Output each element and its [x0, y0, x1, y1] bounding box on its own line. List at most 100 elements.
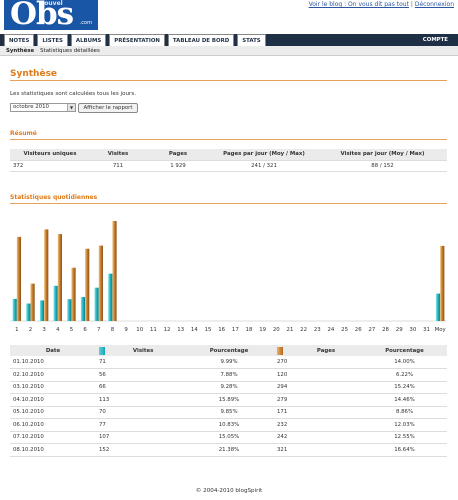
- page-title: Synthèse: [10, 69, 58, 79]
- x-tick-label-25: 25: [341, 327, 348, 333]
- row-visits-percent: 9.85%: [184, 406, 274, 419]
- row-date: 06.10.2010: [10, 418, 96, 432]
- row-visits: 66: [96, 381, 184, 394]
- pages-bar-3: [44, 229, 49, 321]
- stats-description: Les statistiques sont calculées tous les…: [10, 91, 137, 97]
- row-pages-percent: 14.46%: [362, 393, 447, 407]
- pages-bar-2: [30, 283, 35, 321]
- tab-stats[interactable]: STATS: [237, 34, 266, 46]
- daily-col-pages-percent: Pourcentage: [362, 345, 447, 356]
- row-visits-percent: 9.28%: [184, 381, 274, 394]
- daily-header-row: Date Visites Pourcentage Pages Pourcenta…: [10, 345, 447, 356]
- row-visits: 107: [96, 431, 184, 444]
- table-row: 04.10.2010 113 15.89% 279 14.46%: [10, 393, 447, 407]
- pages-bar-4: [57, 234, 62, 321]
- visits-bar-6: [80, 297, 86, 321]
- x-tick-label-21: 21: [287, 327, 294, 333]
- daily-col-visits-label: Visites: [132, 348, 154, 354]
- view-blog-link[interactable]: Voir le blog : On vous dit pas tout: [308, 1, 409, 8]
- month-select[interactable]: octobre 2010 ▼: [10, 103, 76, 112]
- x-tick-label-19: 19: [259, 327, 266, 333]
- row-visits: 113: [96, 393, 184, 407]
- x-tick-label-31: 31: [423, 327, 430, 333]
- row-date: 02.10.2010: [10, 368, 96, 382]
- visits-bar-4: [53, 285, 58, 321]
- daily-stats-chart: 1 2 3 4 5 6 7 8 9 10 11 12 13 14 15 16 17 18 19 20 21 22 23 24 2…: [10, 221, 447, 333]
- daily-col-pages: Pages: [274, 345, 362, 356]
- x-tick-label-1: 1: [15, 327, 18, 333]
- x-tick-label-2: 2: [29, 327, 32, 333]
- row-visits: 77: [96, 418, 184, 432]
- title-rule: [10, 80, 447, 81]
- visits-bar-1: [12, 298, 17, 321]
- pages-color-swatch: [277, 346, 283, 355]
- daily-col-visits-percent: Pourcentage: [184, 345, 274, 356]
- chart-tick-labels: 1 2 3 4 5 6 7 8 9 10 11 12 13 14 15 16 17 18 19 20 21 22 23 24 2…: [15, 327, 446, 333]
- summary-visits-per-day: 88 / 152: [318, 160, 447, 172]
- x-tick-label-8: 8: [111, 327, 115, 333]
- row-date: 04.10.2010: [10, 393, 96, 407]
- tab-listes[interactable]: LISTES: [37, 34, 68, 46]
- row-visits-percent: 7.88%: [184, 368, 274, 382]
- row-pages-percent: 6.22%: [362, 368, 447, 382]
- x-tick-label-16: 16: [218, 327, 225, 333]
- daily-col-visits: Visites: [96, 345, 184, 356]
- x-tick-label-30: 30: [409, 327, 416, 333]
- daily-col-date: Date: [10, 345, 96, 356]
- chevron-down-icon[interactable]: ▼: [67, 104, 75, 111]
- x-tick-label-4: 4: [56, 327, 60, 333]
- summary-heading: Résumé: [10, 130, 37, 137]
- row-pages-percent: 16.64%: [362, 443, 447, 457]
- tab-dashboard[interactable]: TABLEAU DE BORD: [167, 34, 235, 46]
- row-visits: 56: [96, 368, 184, 382]
- x-tick-label-28: 28: [382, 327, 389, 333]
- summary-col-unique-visitors: Visiteurs uniques: [10, 149, 90, 161]
- row-visits-percent: 21.38%: [184, 443, 274, 457]
- row-date: 01.10.2010: [10, 356, 96, 369]
- table-row: 01.10.2010 71 9.99% 270 14.00%: [10, 356, 447, 369]
- x-tick-label-7: 7: [97, 327, 100, 333]
- account-link[interactable]: COMPTE: [422, 37, 448, 43]
- pages-bar-5: [71, 267, 76, 321]
- visits-bar-3: [39, 300, 45, 321]
- month-select-value: octobre 2010: [13, 104, 49, 110]
- x-tick-label-17: 17: [232, 327, 239, 333]
- row-pages-percent: 14.00%: [362, 356, 447, 369]
- table-row: 02.10.2010 56 7.88% 120 6.22%: [10, 368, 447, 382]
- row-pages: 294: [274, 381, 362, 394]
- row-pages: 321: [274, 443, 362, 457]
- pages-bar-8: [112, 221, 117, 321]
- x-tick-label-22: 22: [300, 327, 307, 333]
- top-links: Voir le blog : On vous dit pas tout | Dé…: [309, 1, 454, 8]
- row-visits-percent: 15.05%: [184, 431, 274, 444]
- x-tick-label-3: 3: [42, 327, 45, 333]
- subnav-detailed-stats[interactable]: Statistiques détaillées: [40, 48, 100, 54]
- row-pages-percent: 12.55%: [362, 431, 447, 444]
- summary-unique-visitors: 372: [10, 160, 90, 172]
- row-pages: 232: [274, 418, 362, 432]
- row-visits: 70: [96, 406, 184, 419]
- chart-bars: [12, 221, 445, 321]
- row-pages-percent: 8.86%: [362, 406, 447, 419]
- summary-pages: 1 929: [146, 160, 210, 172]
- link-separator: |: [410, 1, 413, 8]
- obs-logo[interactable]: Obs nouvel .com: [4, 0, 98, 30]
- row-visits: 152: [96, 443, 184, 457]
- visits-color-swatch: [99, 346, 105, 355]
- show-report-button[interactable]: Afficher le rapport: [78, 103, 138, 113]
- table-row: 03.10.2010 66 9.28% 294 15.24%: [10, 381, 447, 394]
- x-tick-label-26: 26: [355, 327, 362, 333]
- subnav-synthese[interactable]: Synthèse: [6, 48, 35, 54]
- tab-notes[interactable]: NOTES: [4, 34, 35, 46]
- daily-col-pages-label: Pages: [316, 348, 336, 354]
- tab-albums[interactable]: ALBUMS: [70, 34, 107, 46]
- row-pages: 171: [274, 406, 362, 419]
- tab-presentation[interactable]: PRÉSENTATION: [109, 34, 165, 46]
- logout-link[interactable]: Déconnexion: [414, 1, 454, 8]
- row-visits-percent: 9.99%: [184, 356, 274, 369]
- daily-rule: [10, 203, 447, 204]
- row-date: 08.10.2010: [10, 443, 96, 457]
- logo-sub-text: .com: [79, 20, 92, 26]
- x-tick-label-18: 18: [246, 327, 253, 333]
- x-tick-label-24: 24: [327, 327, 334, 333]
